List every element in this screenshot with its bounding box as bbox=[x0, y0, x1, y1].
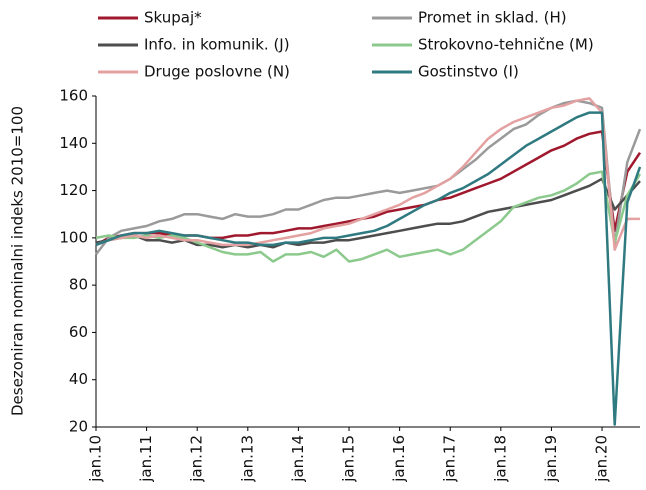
legend-label: Promet in sklad. (H) bbox=[418, 9, 567, 27]
y-tick-label: 120 bbox=[59, 181, 88, 199]
x-tick-label: jan.11 bbox=[137, 435, 155, 483]
y-tick-label: 60 bbox=[69, 323, 88, 341]
legend-label: Druge poslovne (N) bbox=[144, 63, 290, 81]
y-tick-label: 160 bbox=[59, 87, 88, 105]
x-tick-label: jan.19 bbox=[542, 435, 560, 483]
series-line bbox=[95, 97, 640, 251]
x-tick-label: jan.13 bbox=[238, 435, 256, 483]
legend-label: Strokovno-tehnične (M) bbox=[418, 36, 594, 54]
y-tick-label: 140 bbox=[59, 134, 88, 152]
series-line bbox=[95, 170, 642, 263]
x-tick-label: jan.16 bbox=[390, 435, 408, 483]
series-line bbox=[95, 130, 642, 246]
x-tick-label: jan.10 bbox=[87, 435, 105, 483]
y-axis-label: Desezoniran nominalni indeks 2010=100 bbox=[9, 106, 27, 416]
y-tick-label: 40 bbox=[69, 370, 88, 388]
legend-label: Skupaj* bbox=[144, 9, 202, 27]
x-tick-label: jan.15 bbox=[340, 435, 358, 483]
y-tick-label: 20 bbox=[69, 418, 88, 436]
x-tick-label: jan.18 bbox=[491, 435, 509, 483]
series-line bbox=[95, 111, 642, 426]
x-tick-label: jan.20 bbox=[593, 435, 611, 483]
y-tick-label: 100 bbox=[59, 228, 88, 246]
x-tick-label: jan.17 bbox=[441, 435, 459, 483]
y-tick-label: 80 bbox=[69, 276, 88, 294]
x-tick-label: jan.12 bbox=[188, 435, 206, 483]
x-tick-label: jan.14 bbox=[289, 435, 307, 483]
legend-label: Info. in komunik. (J) bbox=[144, 36, 290, 54]
legend-label: Gostinstvo (I) bbox=[418, 63, 519, 81]
